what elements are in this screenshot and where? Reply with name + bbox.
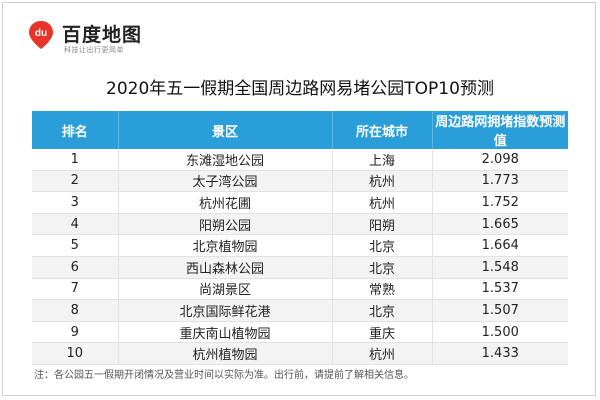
index-cell: 1.507 <box>431 299 568 322</box>
header-congestion-index: 周边路网拥堵指数预测值 <box>431 111 568 149</box>
scenic-area-cell: 阳朔公园 <box>117 213 332 236</box>
poster-frame <box>2 2 596 396</box>
header-scenic-area: 景区 <box>117 111 332 149</box>
rank-cell: 8 <box>32 299 118 322</box>
city-cell: 重庆 <box>331 321 432 344</box>
city-cell: 杭州 <box>331 342 432 365</box>
table-header-row: 排名 景区 所在城市 周边路网拥堵指数预测值 <box>32 111 568 149</box>
table-row: 7 尚湖景区 常熟 1.537 <box>32 278 568 301</box>
scenic-area-cell: 重庆南山植物园 <box>117 321 332 344</box>
scenic-area-cell: 尚湖景区 <box>117 278 332 301</box>
table-row: 1 东滩湿地公园 上海 2.098 <box>32 149 568 171</box>
table-row: 8 北京国际鲜花港 北京 1.507 <box>32 299 568 322</box>
rank-cell: 1 <box>32 149 118 171</box>
index-cell: 1.548 <box>431 256 568 279</box>
rank-cell: 2 <box>32 170 118 193</box>
table-row: 5 北京植物园 北京 1.664 <box>32 234 568 257</box>
scenic-area-cell: 北京国际鲜花港 <box>117 299 332 322</box>
table-row: 2 太子湾公园 杭州 1.773 <box>32 170 568 193</box>
table-row: 4 阳朔公园 阳朔 1.665 <box>32 213 568 236</box>
index-cell: 1.500 <box>431 321 568 344</box>
scenic-area-cell: 杭州植物园 <box>117 342 332 365</box>
city-cell: 阳朔 <box>331 213 432 236</box>
rank-cell: 7 <box>32 278 118 301</box>
city-cell: 杭州 <box>331 191 432 214</box>
map-pin-icon: du <box>29 21 53 49</box>
city-cell: 杭州 <box>331 170 432 193</box>
city-cell: 常熟 <box>331 278 432 301</box>
ranking-table: 排名 景区 所在城市 周边路网拥堵指数预测值 1 东滩湿地公园 上海 2.098… <box>32 111 568 365</box>
scenic-area-cell: 杭州花圃 <box>117 191 332 214</box>
logo-mark-text: du <box>35 28 47 39</box>
city-cell: 北京 <box>331 256 432 279</box>
header-city: 所在城市 <box>331 111 432 149</box>
brand-slogan: 科技让出行更简单 <box>64 46 124 54</box>
rank-cell: 6 <box>32 256 118 279</box>
index-cell: 1.664 <box>431 234 568 257</box>
index-cell: 2.098 <box>431 149 568 171</box>
rank-cell: 9 <box>32 321 118 344</box>
index-cell: 1.752 <box>431 191 568 214</box>
city-cell: 北京 <box>331 234 432 257</box>
index-cell: 1.665 <box>431 213 568 236</box>
header-rank: 排名 <box>32 111 118 149</box>
index-cell: 1.773 <box>431 170 568 193</box>
table-row: 10 杭州植物园 杭州 1.433 <box>32 342 568 365</box>
rank-cell: 4 <box>32 213 118 236</box>
scenic-area-cell: 太子湾公园 <box>117 170 332 193</box>
rank-cell: 10 <box>32 342 118 365</box>
index-cell: 1.537 <box>431 278 568 301</box>
index-cell: 1.433 <box>431 342 568 365</box>
table-row: 3 杭州花圃 杭州 1.752 <box>32 191 568 214</box>
scenic-area-cell: 西山森林公园 <box>117 256 332 279</box>
table-row: 6 西山森林公园 北京 1.548 <box>32 256 568 279</box>
scenic-area-cell: 北京植物园 <box>117 234 332 257</box>
table-row: 9 重庆南山植物园 重庆 1.500 <box>32 321 568 344</box>
rank-cell: 5 <box>32 234 118 257</box>
city-cell: 北京 <box>331 299 432 322</box>
brand-name: 百度地图 <box>62 24 143 46</box>
page-title: 2020年五一假期全国周边路网易堵公园TOP10预测 <box>106 79 494 99</box>
city-cell: 上海 <box>331 149 432 171</box>
footnote: 注：各公园五一假期开闭情况及营业时间以实际为准。出行前，请提前了解相关信息。 <box>34 370 414 381</box>
rank-cell: 3 <box>32 191 118 214</box>
scenic-area-cell: 东滩湿地公园 <box>117 149 332 171</box>
